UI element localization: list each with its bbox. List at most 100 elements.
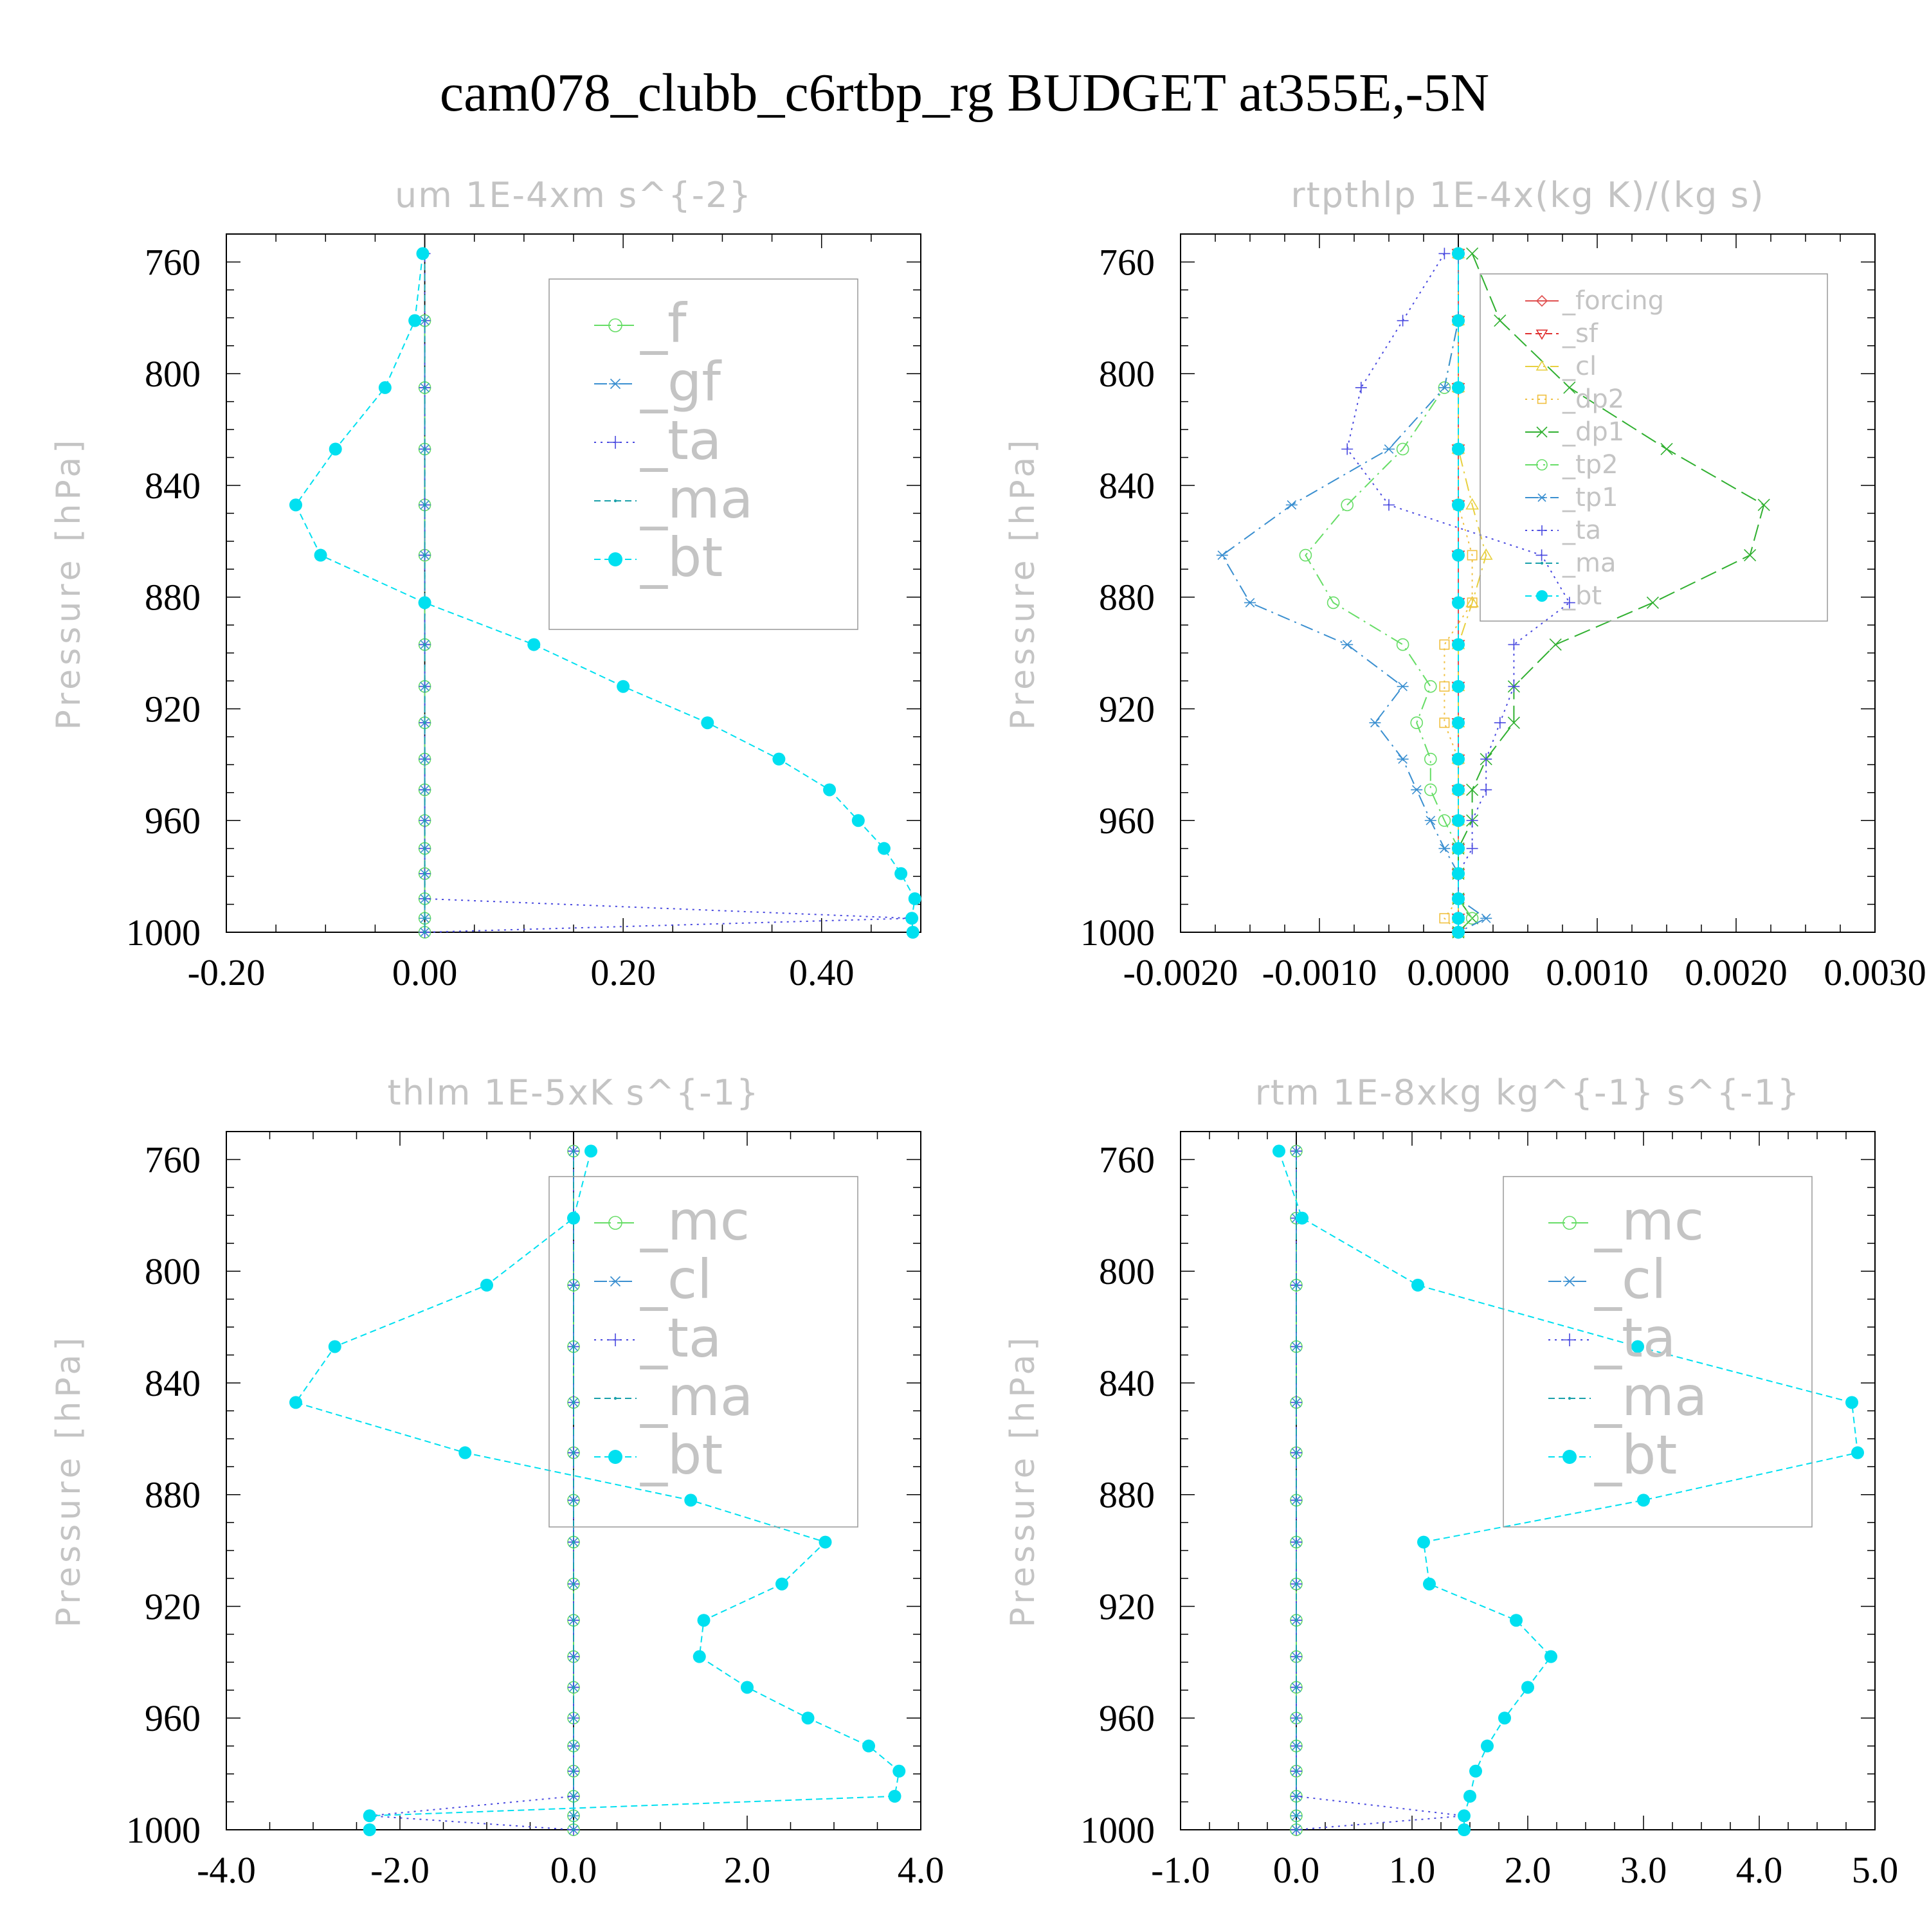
series-line xyxy=(1346,253,1571,932)
data-point xyxy=(423,319,426,322)
legend-swatch-marker xyxy=(1562,1450,1577,1464)
data-point xyxy=(1438,248,1451,260)
y-tick-label: 880 xyxy=(1099,577,1155,618)
data-point xyxy=(328,1340,341,1353)
legend-swatch-marker xyxy=(1562,1216,1577,1230)
x-tick-label: 1.0 xyxy=(1389,1849,1436,1891)
legend-swatch-marker xyxy=(609,378,622,390)
y-tick-label: 880 xyxy=(145,577,201,618)
y-tick-label: 960 xyxy=(145,1697,201,1739)
data-point xyxy=(1439,639,1450,650)
series-line xyxy=(1296,1151,1465,1830)
legend-swatch-marker xyxy=(609,1276,622,1287)
data-point xyxy=(572,1451,575,1454)
legend-swatch-marker xyxy=(1563,1333,1576,1346)
figure-title: cam078_clubb_c6rtbp_rg BUDGET at355E,-5N xyxy=(439,63,1490,123)
data-point xyxy=(1424,680,1437,693)
data-point xyxy=(697,1614,711,1627)
y-tick-label: 840 xyxy=(145,465,201,507)
data-point xyxy=(423,554,426,557)
y-tick-label: 920 xyxy=(145,1585,201,1627)
plot-frame xyxy=(1180,233,1876,933)
series-ma xyxy=(572,1150,575,1832)
data-point xyxy=(1272,1144,1285,1158)
x-tick-label: 0.0010 xyxy=(1546,952,1649,993)
data-point xyxy=(1397,314,1409,327)
data-point xyxy=(1294,1401,1298,1404)
data-point xyxy=(289,498,302,512)
data-point xyxy=(693,1650,706,1663)
data-point xyxy=(1327,596,1340,609)
data-point xyxy=(423,721,426,725)
data-point xyxy=(1244,598,1256,608)
data-point xyxy=(1508,680,1520,692)
legend-label: _ta xyxy=(640,409,721,472)
data-point xyxy=(1452,442,1465,456)
x-tick-label: 2.0 xyxy=(724,1849,771,1891)
x-tick-label: 0.0000 xyxy=(1407,952,1510,993)
data-point xyxy=(1294,1717,1298,1720)
legend-swatch-marker xyxy=(608,318,622,332)
data-point xyxy=(423,897,426,901)
chart-panel-2: rtpthlp 1E-4x(kg K)/(kg s) Pressure [hPa]… xyxy=(1004,175,1926,993)
y-tick-label: 760 xyxy=(1099,1139,1155,1180)
data-point xyxy=(1845,1396,1858,1409)
data-point xyxy=(772,752,786,766)
legend-label: _mc xyxy=(640,1189,750,1252)
data-point xyxy=(905,912,919,925)
legend-swatch-marker xyxy=(609,1333,622,1346)
y-tick-label: 960 xyxy=(1099,1697,1155,1739)
y-tick-label: 840 xyxy=(1099,1362,1155,1404)
data-point xyxy=(423,788,426,791)
data-point xyxy=(1299,548,1312,562)
data-point xyxy=(1660,442,1673,456)
legend-label: _tp2 xyxy=(1562,450,1618,480)
data-point xyxy=(1423,1577,1436,1591)
legend: _mc_cl_ta_ma_bt xyxy=(548,1176,858,1528)
data-point xyxy=(423,917,426,920)
data-point xyxy=(418,596,431,609)
x-tick-label: -0.0010 xyxy=(1262,952,1377,993)
x-tick-label: -1.0 xyxy=(1151,1849,1210,1891)
data-point xyxy=(329,442,342,456)
data-point xyxy=(1452,814,1465,827)
data-point xyxy=(584,1144,597,1158)
data-point xyxy=(1535,549,1548,561)
data-point xyxy=(1549,638,1562,651)
data-point xyxy=(906,926,919,939)
data-point xyxy=(1480,784,1492,796)
x-tick-label: 0.20 xyxy=(590,952,656,993)
data-point xyxy=(1285,500,1298,510)
legend: _f_gf_ta_ma_bt xyxy=(548,278,858,630)
data-point xyxy=(1466,815,1478,827)
data-point xyxy=(1563,597,1575,609)
series-bt xyxy=(289,1144,906,1836)
data-point xyxy=(1480,913,1492,923)
legend-swatch-marker xyxy=(1536,459,1548,471)
data-point xyxy=(1452,926,1465,939)
legend-label: _dp2 xyxy=(1562,384,1624,414)
y-tick-label: 800 xyxy=(145,1250,201,1292)
legend: _mc_cl_ta_ma_bt xyxy=(1503,1176,1813,1528)
data-point xyxy=(1458,1809,1471,1823)
panel-title: um 1E-4xm s^{-2} xyxy=(395,175,752,215)
data-point xyxy=(1466,247,1479,260)
x-tick-label: 4.0 xyxy=(1736,1849,1783,1891)
data-point xyxy=(1452,247,1465,260)
data-point xyxy=(877,842,891,855)
data-point xyxy=(1452,783,1465,797)
x-tick-label: 0.00 xyxy=(392,952,458,993)
legend: _forcing _sf _cl _dp2_dp1_tp2 _tp1 _ta _ma_bt xyxy=(1480,273,1828,622)
legend-label: _dp1 xyxy=(1562,417,1624,447)
data-point xyxy=(423,757,426,761)
data-point xyxy=(1341,640,1354,649)
legend-swatch-marker xyxy=(608,552,622,566)
data-point xyxy=(1452,596,1465,609)
data-point xyxy=(423,685,426,688)
data-point xyxy=(819,1535,832,1549)
series-tp2 xyxy=(1299,247,1479,939)
y-tick-label: 800 xyxy=(1099,353,1155,395)
y-tick-label: 800 xyxy=(145,353,201,395)
data-point xyxy=(1410,716,1423,729)
legend-label: _ta xyxy=(1594,1306,1676,1369)
